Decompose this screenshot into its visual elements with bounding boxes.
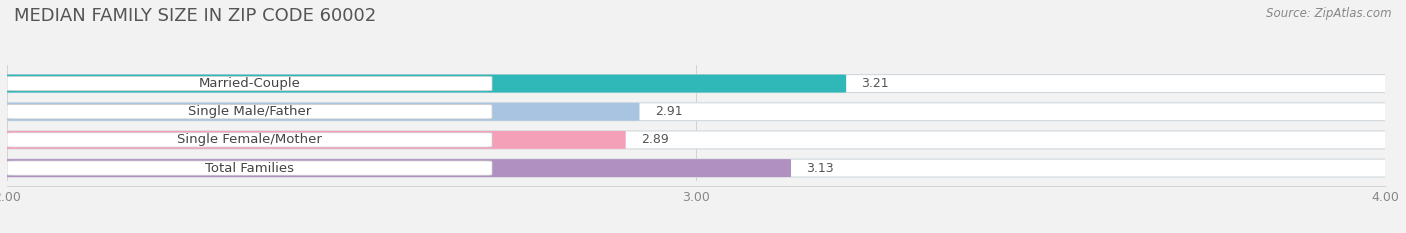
Text: 3.21: 3.21	[862, 77, 889, 90]
FancyBboxPatch shape	[1, 131, 626, 149]
FancyBboxPatch shape	[1, 103, 1391, 121]
FancyBboxPatch shape	[1, 159, 1391, 177]
Text: Source: ZipAtlas.com: Source: ZipAtlas.com	[1267, 7, 1392, 20]
Text: Total Families: Total Families	[205, 161, 294, 175]
FancyBboxPatch shape	[7, 161, 492, 175]
FancyBboxPatch shape	[1, 131, 1391, 149]
Text: Single Male/Father: Single Male/Father	[188, 105, 311, 118]
FancyBboxPatch shape	[1, 75, 846, 93]
Text: 2.91: 2.91	[655, 105, 682, 118]
FancyBboxPatch shape	[7, 76, 492, 91]
Text: Married-Couple: Married-Couple	[198, 77, 301, 90]
Text: Single Female/Mother: Single Female/Mother	[177, 134, 322, 146]
FancyBboxPatch shape	[1, 103, 640, 121]
Text: MEDIAN FAMILY SIZE IN ZIP CODE 60002: MEDIAN FAMILY SIZE IN ZIP CODE 60002	[14, 7, 377, 25]
FancyBboxPatch shape	[1, 75, 1391, 93]
Text: 2.89: 2.89	[641, 134, 669, 146]
FancyBboxPatch shape	[7, 133, 492, 147]
Text: 3.13: 3.13	[806, 161, 834, 175]
FancyBboxPatch shape	[1, 159, 792, 177]
FancyBboxPatch shape	[7, 105, 492, 119]
